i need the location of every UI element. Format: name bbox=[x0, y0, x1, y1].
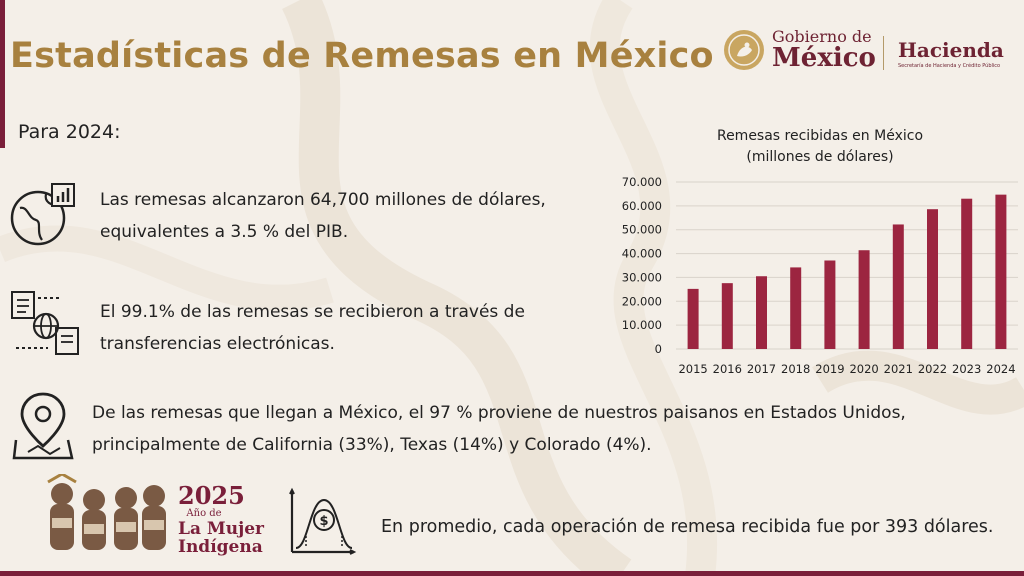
x-tick-label: 2021 bbox=[884, 362, 913, 376]
badge-small: Año de bbox=[186, 508, 222, 519]
electronic-transfer-icon bbox=[11, 291, 79, 355]
stat2-line1: El 99.1% de las remesas se recibieron a … bbox=[100, 302, 525, 322]
y-tick-label: 50.000 bbox=[622, 223, 662, 237]
bar-2021 bbox=[892, 224, 904, 349]
hacienda-line1: Hacienda bbox=[898, 38, 1004, 62]
bar-2017 bbox=[756, 276, 767, 349]
x-tick-label: 2019 bbox=[815, 362, 844, 376]
x-tick-label: 2020 bbox=[849, 362, 878, 376]
stat-transferencias: El 99.1% de las remesas se recibieron a … bbox=[100, 296, 525, 360]
year-badge: 2025 Año de La Mujer Indígena bbox=[178, 481, 264, 557]
map-pin-icon bbox=[12, 392, 74, 460]
bar-2020 bbox=[858, 250, 870, 349]
coin-distribution-icon: $ bbox=[289, 487, 357, 555]
bar-2019 bbox=[824, 260, 836, 349]
hacienda-line2: Secretaría de Hacienda y Crédito Público bbox=[898, 63, 1001, 69]
y-tick-label: 70.000 bbox=[622, 175, 662, 189]
x-tick-label: 2018 bbox=[781, 362, 810, 376]
logo-divider bbox=[883, 36, 884, 70]
bar-2023 bbox=[961, 198, 973, 349]
badge-year: 2025 bbox=[178, 481, 245, 510]
globe-chart-icon bbox=[10, 183, 75, 246]
section-subtitle: Para 2024: bbox=[18, 121, 121, 143]
stat1-line1: Las remesas alcanzaron 64,700 millones d… bbox=[100, 190, 546, 210]
chart-title-line2: (millones de dólares) bbox=[746, 149, 894, 165]
stat1-line2: equivalentes a 3.5 % del PIB. bbox=[100, 222, 349, 242]
bar-2018 bbox=[790, 267, 802, 349]
stat3-line2: principalmente de California (33%), Texa… bbox=[92, 435, 652, 455]
hacienda-logo: Hacienda Secretaría de Hacienda y Crédit… bbox=[898, 40, 1004, 69]
y-tick-label: 20.000 bbox=[622, 294, 662, 308]
national-seal-icon bbox=[724, 30, 764, 70]
stat3-line1: De las remesas que llegan a México, el 9… bbox=[92, 403, 906, 423]
left-accent-bar bbox=[0, 0, 5, 148]
stat2-line2: transferencias electrónicas. bbox=[100, 334, 335, 354]
svg-text:$: $ bbox=[319, 514, 328, 529]
x-tick-label: 2017 bbox=[747, 362, 776, 376]
stat-origen-remesas: De las remesas que llegan a México, el 9… bbox=[92, 397, 906, 461]
badge-line3: Indígena bbox=[178, 537, 263, 557]
page-title: Estadísticas de Remesas en México bbox=[10, 36, 714, 76]
gobierno-logo: Gobierno de México bbox=[722, 28, 876, 72]
bar-2024 bbox=[995, 194, 1007, 349]
y-tick-label: 60.000 bbox=[622, 199, 662, 213]
x-tick-label: 2022 bbox=[918, 362, 947, 376]
y-tick-label: 10.000 bbox=[622, 318, 662, 332]
chart-title-line1: Remesas recibidas en México bbox=[716, 128, 924, 144]
x-tick-label: 2015 bbox=[678, 362, 707, 376]
y-tick-label: 0 bbox=[655, 342, 662, 356]
badge-line2: La Mujer bbox=[178, 519, 264, 539]
gobierno-line2: México bbox=[772, 43, 876, 73]
y-tick-label: 30.000 bbox=[622, 270, 662, 284]
bar-2022 bbox=[927, 209, 938, 349]
stat-remesas-total: Las remesas alcanzaron 64,700 millones d… bbox=[100, 184, 546, 248]
remesas-bar-chart: 0 10.000 20.000 30.000 40.000 50.000 60.000 70.… bbox=[622, 175, 1018, 376]
bar-2016 bbox=[721, 283, 733, 349]
x-tick-label: 2024 bbox=[986, 362, 1015, 376]
chart-title: Remesas recibidas en México (millones de… bbox=[690, 126, 950, 168]
indigenous-women-illustration bbox=[47, 474, 166, 550]
x-tick-label: 2016 bbox=[713, 362, 742, 376]
gobierno-line1: Gobierno de bbox=[772, 27, 872, 46]
bar-2015 bbox=[687, 288, 699, 349]
y-tick-label: 40.000 bbox=[622, 247, 662, 261]
stat-promedio-operacion: En promedio, cada operación de remesa re… bbox=[381, 517, 994, 537]
bottom-accent-bar bbox=[0, 571, 1024, 576]
x-tick-label: 2023 bbox=[952, 362, 981, 376]
